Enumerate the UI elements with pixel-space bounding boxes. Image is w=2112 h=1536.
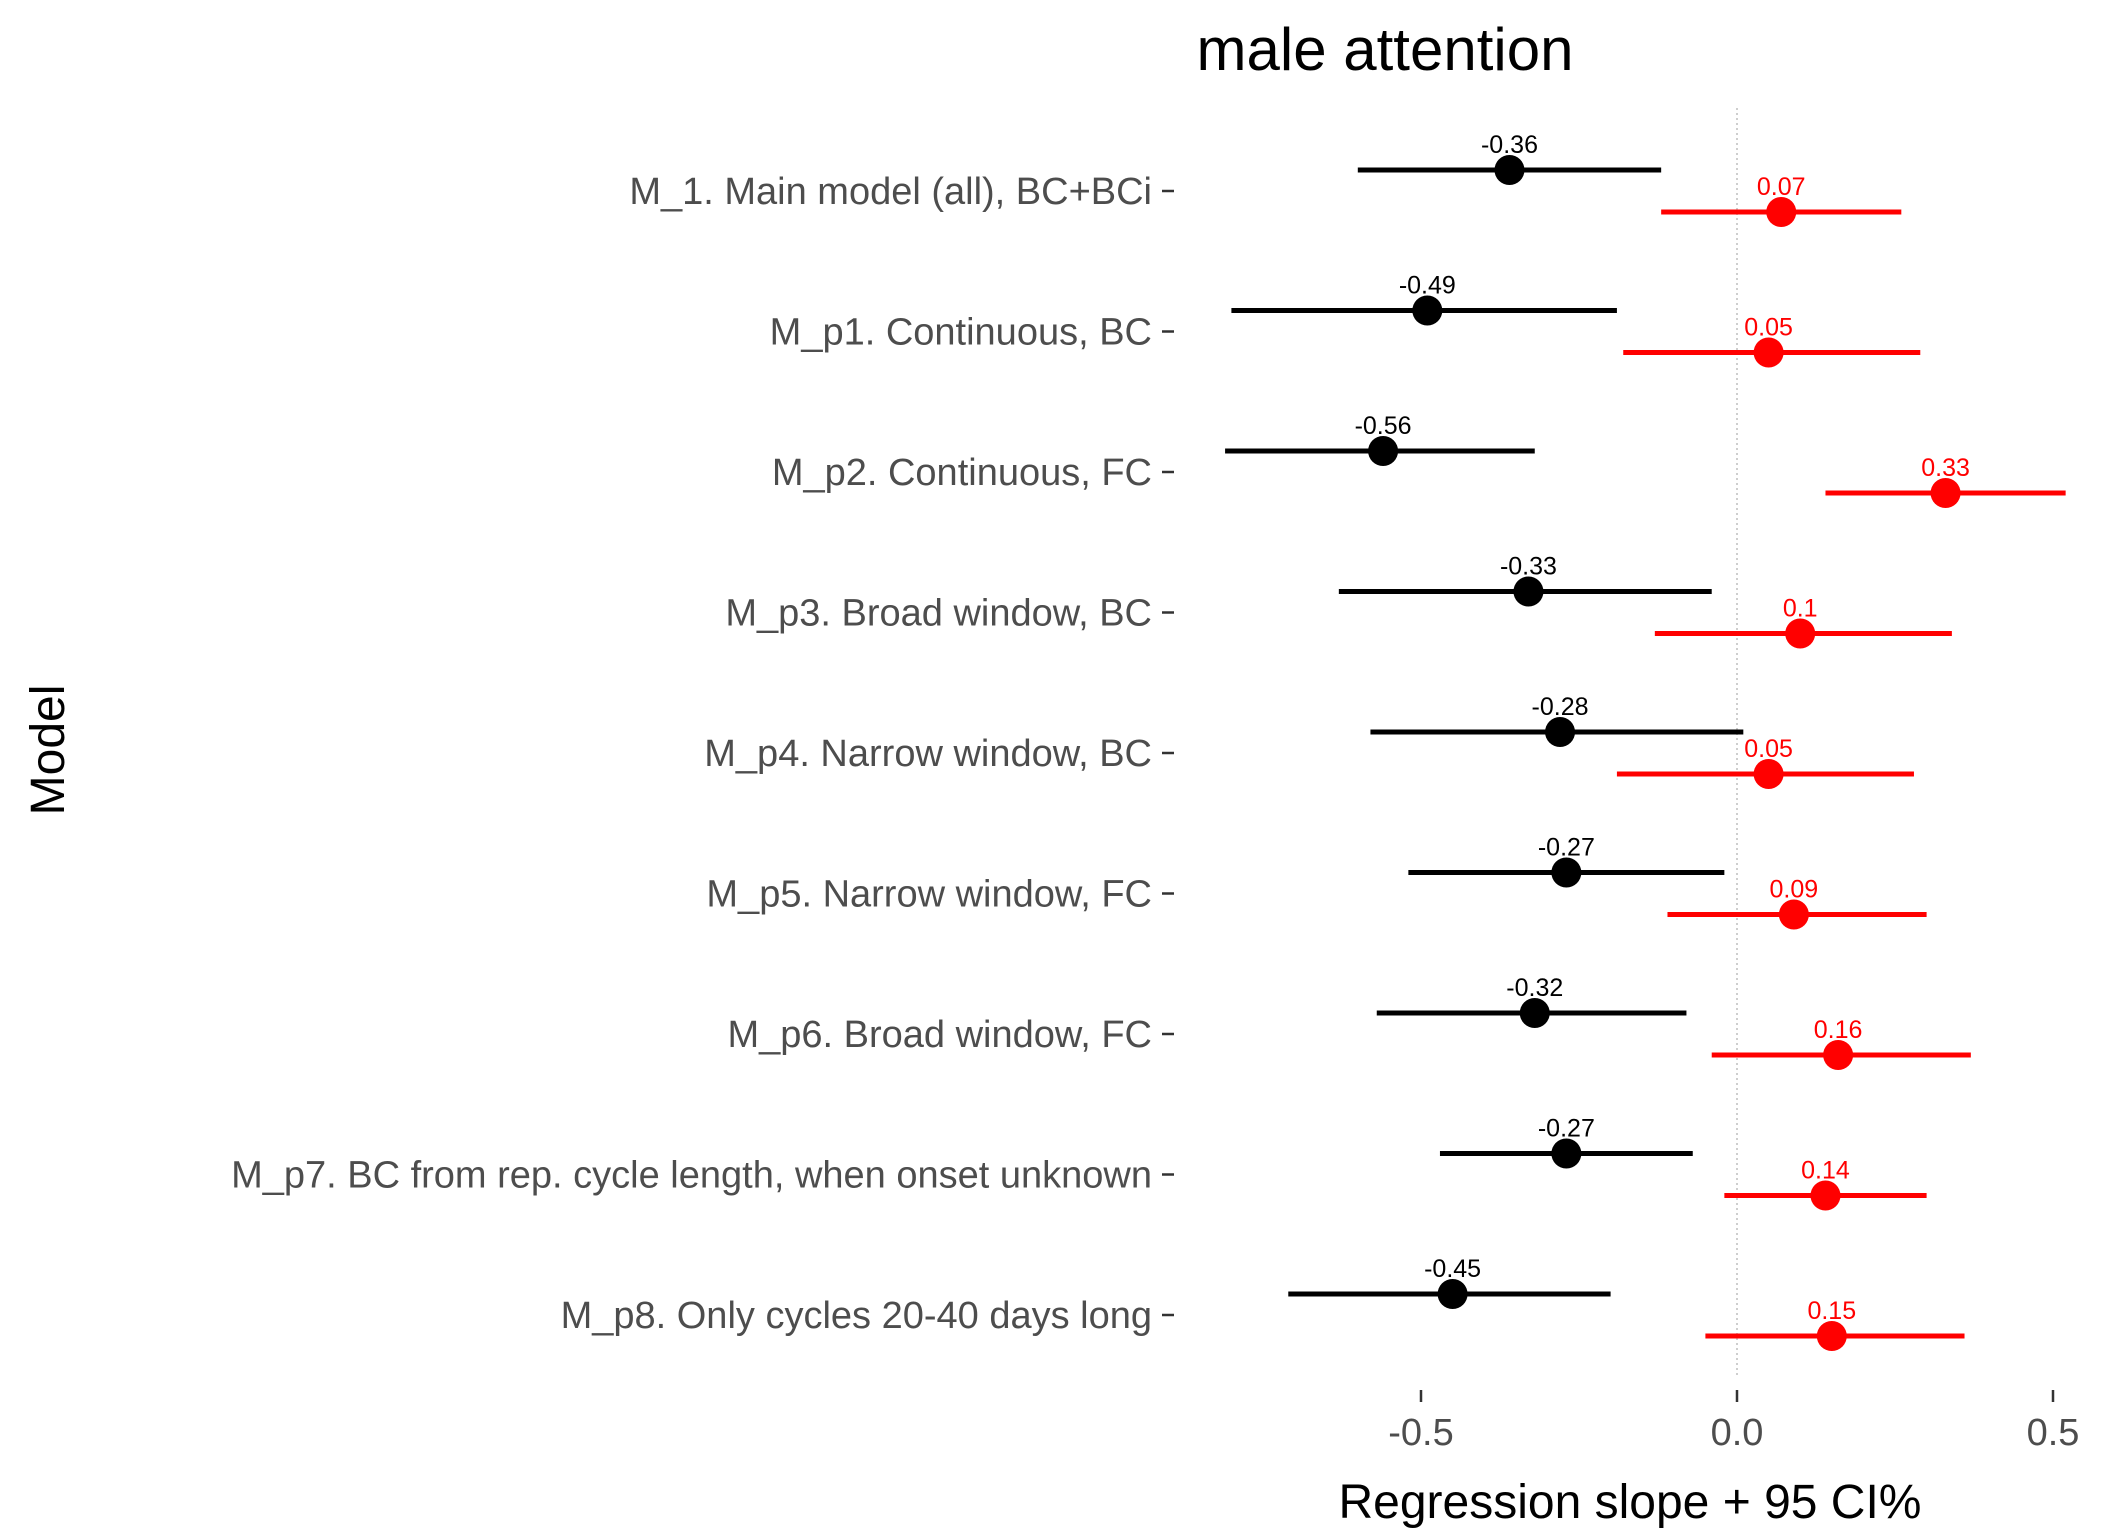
estimate-point (1930, 478, 1961, 508)
category-label: M_p7. BC from rep. cycle length, when on… (231, 1155, 1152, 1197)
category-label: M_p1. Continuous, BC (770, 312, 1152, 354)
x-tick-label: 0.5 (2027, 1412, 2080, 1454)
category-label: M_p3. Broad window, BC (725, 593, 1152, 635)
estimate-point (1551, 857, 1582, 888)
category-label: M_p5. Narrow window, FC (706, 874, 1152, 916)
estimate-point (1368, 436, 1399, 466)
data-label: -0.49 (1399, 272, 1456, 300)
data-label: 0.16 (1814, 1016, 1863, 1044)
category-label: M_p6. Broad window, FC (727, 1014, 1152, 1056)
plot-area: M_1. Main model (all), BC+BCi M_p1. Conti… (231, 108, 2079, 1454)
category-label: M_p4. Narrow window, BC (704, 733, 1152, 775)
estimate-point (1494, 155, 1525, 185)
estimate-point (1551, 1138, 1582, 1169)
data-label: 0.05 (1744, 314, 1793, 342)
data-label: -0.28 (1532, 693, 1589, 721)
data-label: -0.27 (1538, 1115, 1595, 1143)
category-label: M_p8. Only cycles 20-40 days long (561, 1295, 1152, 1337)
data-label: 0.33 (1921, 454, 1970, 482)
x-tick-label: -0.5 (1388, 1412, 1453, 1454)
estimate-point (1513, 576, 1544, 607)
y-axis-title: Model (22, 685, 75, 816)
data-label: 0.07 (1757, 173, 1806, 201)
category-label: M_p2. Continuous, FC (772, 452, 1152, 494)
estimate-point (1766, 197, 1797, 227)
data-label: -0.27 (1538, 834, 1595, 862)
estimate-point (1785, 618, 1816, 649)
data-label: -0.45 (1424, 1255, 1481, 1283)
data-label: 0.15 (1807, 1297, 1856, 1325)
estimate-point (1778, 899, 1809, 930)
x-tick-label: 0.0 (1711, 1412, 1764, 1454)
chart-title: male attention (1197, 16, 1574, 83)
estimate-point (1823, 1040, 1854, 1070)
data-label: -0.32 (1506, 974, 1563, 1002)
data-label: 0.14 (1801, 1157, 1850, 1185)
estimate-point (1816, 1321, 1847, 1351)
estimate-point (1545, 717, 1576, 747)
estimate-point (1753, 337, 1784, 368)
data-label: 0.09 (1770, 876, 1819, 904)
data-label: -0.33 (1500, 553, 1557, 581)
estimate-point (1519, 998, 1550, 1028)
category-label: M_1. Main model (all), BC+BCi (629, 171, 1152, 213)
estimate-point (1810, 1180, 1841, 1211)
data-label: 0.1 (1783, 595, 1818, 623)
data-label: -0.36 (1481, 131, 1538, 159)
x-axis-title: Regression slope + 95 CI% (1339, 1476, 1922, 1529)
estimate-point (1437, 1279, 1468, 1309)
data-label: -0.56 (1355, 412, 1412, 440)
estimate-point (1753, 759, 1784, 789)
data-label: 0.05 (1744, 735, 1793, 763)
estimate-point (1412, 295, 1443, 326)
